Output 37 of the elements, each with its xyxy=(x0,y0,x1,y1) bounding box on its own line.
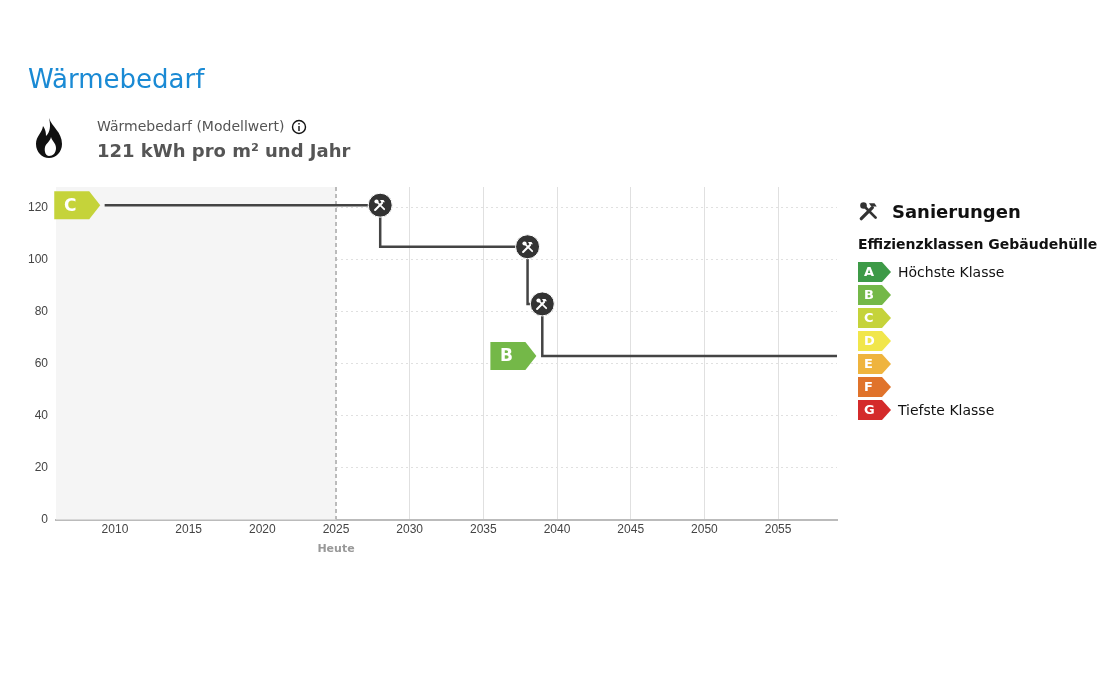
text: G xyxy=(864,402,875,417)
text: Tiefste Klasse xyxy=(898,401,995,418)
annotation: B xyxy=(499,345,513,366)
legend-label: Sanierungen xyxy=(892,200,1021,222)
chart-subtitle: Wärmebedarf (Modellwert) xyxy=(97,118,285,134)
x-tick-label: 2035 xyxy=(470,522,498,537)
point xyxy=(515,234,541,260)
y-tick-label: 20 xyxy=(34,459,49,474)
x-tick-label: 2030 xyxy=(396,522,424,537)
x-tick-label: 2045 xyxy=(617,522,645,537)
y-tick-label: 80 xyxy=(34,304,49,319)
text: 121 kWh pro m² und Jahr xyxy=(97,140,351,161)
point xyxy=(367,192,393,218)
text: A xyxy=(864,264,875,279)
y-tick-label: 100 xyxy=(27,252,49,267)
x-tick-label: 2010 xyxy=(101,522,129,537)
text: B xyxy=(864,287,874,302)
x-tick-label: 2050 xyxy=(691,522,719,537)
text: D xyxy=(864,333,875,348)
ref-line-label: Heute xyxy=(317,541,355,555)
y-tick-label: 40 xyxy=(34,407,49,422)
text: E xyxy=(864,356,873,371)
text: C xyxy=(864,310,874,325)
annotation: C xyxy=(63,194,77,215)
point xyxy=(529,291,555,317)
y-tick-label: 60 xyxy=(34,356,49,371)
text: Höchste Klasse xyxy=(898,263,1005,280)
chart-title: Wärmebedarf xyxy=(28,64,205,94)
text: Effizienzklassen Gebäudehülle xyxy=(858,236,1098,252)
y-tick-label: 120 xyxy=(27,200,49,215)
x-tick-label: 2020 xyxy=(248,522,276,537)
y-tick-label: 0 xyxy=(41,511,49,526)
x-tick-label: 2025 xyxy=(322,522,350,537)
x-tick-label: 2015 xyxy=(175,522,203,537)
x-tick-label: 2040 xyxy=(543,522,571,537)
text: F xyxy=(864,379,873,394)
x-tick-label: 2055 xyxy=(764,522,792,537)
